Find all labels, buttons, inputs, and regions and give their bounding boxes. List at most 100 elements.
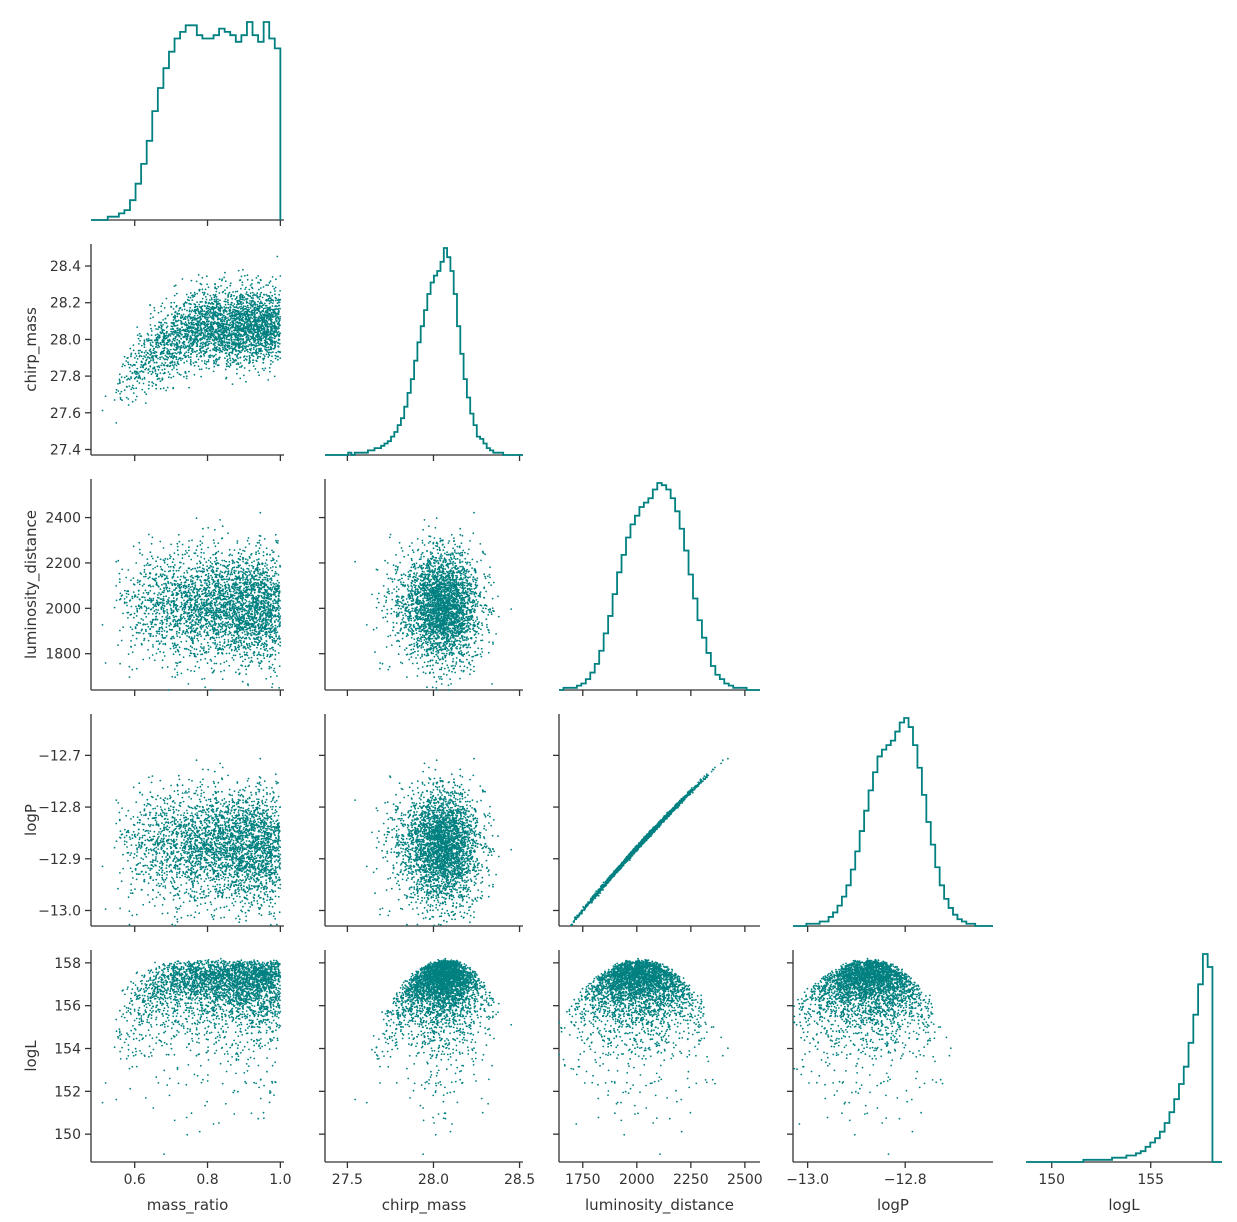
scatter-point	[169, 616, 171, 618]
y-tick-label: 28.2	[50, 296, 81, 312]
scatter-point	[247, 351, 249, 353]
scatter-point	[168, 349, 170, 351]
scatter-point	[178, 632, 180, 634]
scatter-point	[219, 576, 221, 578]
scatter-point	[175, 325, 177, 327]
scatter-point	[247, 540, 249, 542]
scatter-point	[225, 280, 227, 282]
scatter-point	[182, 342, 184, 344]
scatter-point	[267, 310, 269, 312]
scatter-point	[236, 363, 238, 365]
scatter-point	[147, 626, 149, 628]
histogram-chirp_mass	[325, 248, 523, 455]
scatter-point	[239, 637, 241, 639]
scatter-point	[242, 348, 244, 350]
scatter-point	[242, 606, 244, 608]
scatter-point	[248, 309, 250, 311]
scatter-point	[170, 556, 172, 558]
scatter-point	[201, 368, 203, 370]
scatter-point	[144, 613, 146, 615]
scatter-point	[143, 364, 145, 366]
scatter-point	[201, 301, 203, 303]
scatter-point	[250, 292, 252, 294]
scatter-point	[227, 565, 229, 567]
scatter-point	[140, 335, 142, 337]
scatter-point	[260, 660, 262, 662]
scatter-point	[264, 579, 266, 581]
scatter-point	[232, 291, 234, 293]
scatter-point	[242, 269, 244, 271]
scatter-point	[172, 358, 174, 360]
scatter-point	[149, 371, 151, 373]
panel-luminosity_distance-vs-mass_ratio: 1800200022002400luminosity_distance	[22, 479, 284, 696]
scatter-point	[210, 689, 212, 691]
scatter-point	[200, 659, 202, 661]
scatter-point	[264, 589, 266, 591]
scatter-point	[172, 636, 174, 638]
scatter-point	[203, 599, 205, 601]
scatter-point	[222, 649, 224, 651]
scatter-point	[152, 372, 154, 374]
scatter-point	[274, 331, 276, 333]
scatter-point	[176, 672, 178, 674]
scatter-point	[246, 349, 248, 351]
scatter-point	[160, 322, 162, 324]
scatter-point	[184, 335, 186, 337]
scatter-point	[237, 330, 239, 332]
scatter-point	[211, 326, 213, 328]
scatter-point	[277, 317, 279, 319]
scatter-point	[208, 286, 210, 288]
scatter-point	[179, 342, 181, 344]
scatter-point	[191, 611, 193, 613]
scatter-point	[190, 359, 192, 361]
scatter-point	[231, 570, 233, 572]
scatter-point	[227, 294, 229, 296]
scatter-point	[256, 328, 258, 330]
scatter-point	[239, 672, 241, 674]
scatter-point	[263, 655, 265, 657]
scatter-point	[269, 307, 271, 309]
scatter-point	[217, 309, 219, 311]
scatter-point	[208, 573, 210, 575]
scatter-point	[142, 358, 144, 360]
scatter-point	[177, 372, 179, 374]
scatter-point	[204, 610, 206, 612]
scatter-point	[190, 292, 192, 294]
scatter-point	[213, 360, 215, 362]
scatter-point	[131, 669, 133, 671]
scatter-point	[218, 306, 220, 308]
scatter-point	[276, 256, 278, 258]
scatter-point	[215, 361, 217, 363]
scatter-point	[126, 596, 128, 598]
scatter-point	[271, 312, 273, 314]
scatter-point	[122, 363, 124, 365]
scatter-point	[277, 323, 279, 325]
scatter-point	[239, 306, 241, 308]
scatter-point	[161, 362, 163, 364]
scatter-point	[273, 670, 275, 672]
scatter-point	[238, 343, 240, 345]
scatter-point	[278, 299, 280, 301]
scatter-point	[272, 311, 274, 313]
scatter-point	[117, 644, 119, 646]
scatter-point	[260, 595, 262, 597]
scatter-point	[195, 312, 197, 314]
scatter-point	[274, 315, 276, 317]
scatter-point	[191, 653, 193, 655]
scatter-point	[119, 581, 121, 583]
scatter-point	[234, 590, 236, 592]
scatter-point	[144, 571, 146, 573]
scatter-point	[200, 654, 202, 656]
scatter-point	[131, 365, 133, 367]
scatter-point	[269, 324, 271, 326]
scatter-point	[241, 304, 243, 306]
scatter-point	[269, 554, 271, 556]
scatter-point	[176, 339, 178, 341]
scatter-point	[270, 348, 272, 350]
scatter-point	[259, 313, 261, 315]
scatter-point	[150, 345, 152, 347]
scatter-point	[257, 358, 259, 360]
scatter-point	[212, 329, 214, 331]
scatter-point	[209, 299, 211, 301]
scatter-point	[257, 337, 259, 339]
